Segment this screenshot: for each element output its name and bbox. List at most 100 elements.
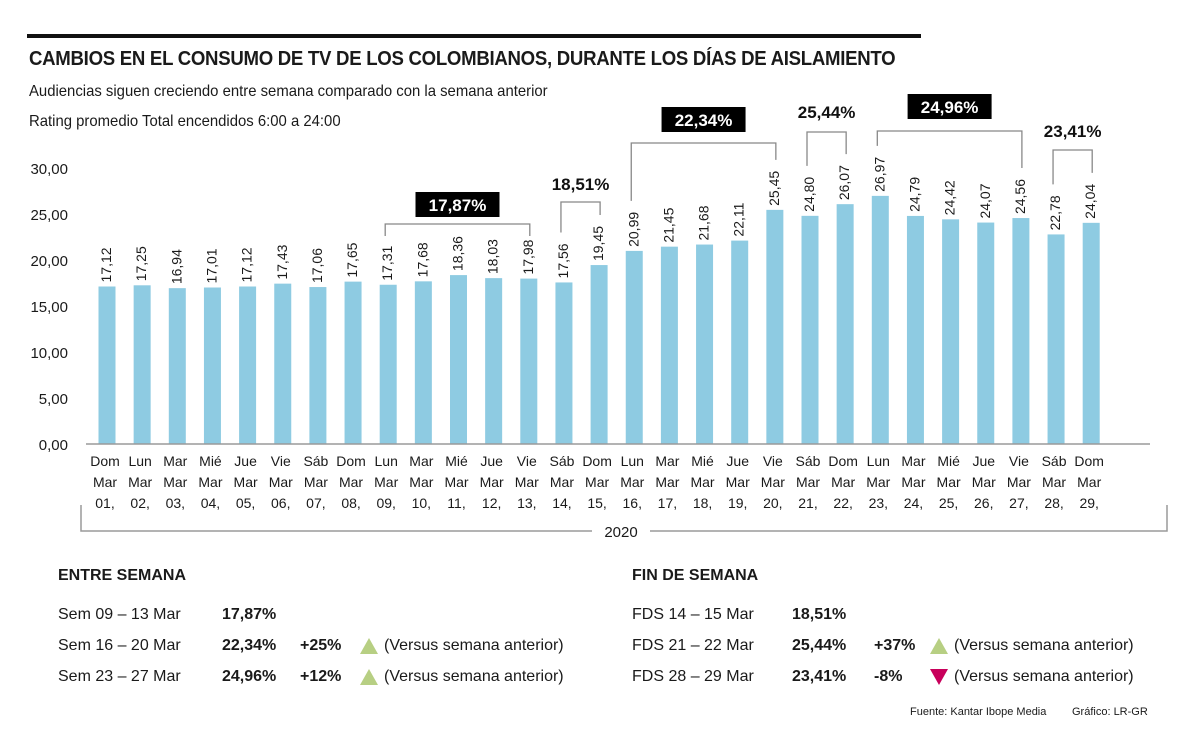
x-tick-label: Mar	[655, 474, 679, 490]
x-tick-label: 14,	[552, 495, 571, 511]
bar	[977, 222, 995, 444]
bar	[906, 215, 924, 444]
x-tick-label: 07,	[306, 495, 325, 511]
x-tick-label: 13,	[517, 495, 536, 511]
bar	[414, 281, 432, 444]
x-tick-label: 02,	[130, 495, 149, 511]
y-tick-label: 5,00	[39, 391, 68, 408]
x-tick-label: 01,	[95, 495, 114, 511]
x-tick-label: 29,	[1079, 495, 1098, 511]
x-tick-label: 25,	[939, 495, 958, 511]
x-tick-label: 24,	[904, 495, 923, 511]
bar-value-label: 16,94	[168, 249, 184, 284]
bar	[766, 209, 784, 444]
x-tick-label: Mar	[409, 453, 433, 469]
x-tick-label: Mar	[409, 474, 433, 490]
bar	[555, 282, 573, 444]
x-tick-label: 17,	[658, 495, 677, 511]
x-tick-label: Mar	[269, 474, 293, 490]
x-tick-label: 21,	[798, 495, 817, 511]
x-tick-label: Vie	[763, 453, 783, 469]
annotation-label: 25,44%	[798, 103, 856, 122]
x-tick-label: Mar	[163, 453, 187, 469]
comparison-note: (Versus semana anterior)	[954, 636, 1134, 654]
change-value: +12%	[300, 667, 342, 685]
x-tick-label: Vie	[1009, 453, 1029, 469]
trend-up-icon	[930, 637, 948, 654]
bar	[660, 246, 678, 444]
summary-row: FDS 21 – 22 Mar 25,44% +37% (Versus semana …	[632, 630, 1134, 661]
x-tick-label: Dom	[1074, 453, 1104, 469]
period-label: Sem 16 – 20 Mar	[58, 636, 181, 654]
weekends-heading: FIN DE SEMANA	[632, 567, 759, 584]
x-tick-label: Mar	[901, 453, 925, 469]
bar-value-label: 24,80	[801, 177, 817, 212]
x-tick-label: 22,	[833, 495, 852, 511]
period-label: FDS 14 – 15 Mar	[632, 605, 754, 623]
bar	[379, 284, 397, 444]
x-tick-label: 08,	[341, 495, 360, 511]
chart-title: CAMBIOS EN EL CONSUMO DE TV DE LOS COLOM…	[29, 48, 896, 70]
bar-value-label: 17,01	[203, 248, 219, 283]
rating-value: 22,34%	[222, 636, 277, 654]
x-tick-label: Dom	[582, 453, 612, 469]
bar	[731, 240, 749, 444]
period-label: Sem 23 – 27 Mar	[58, 667, 181, 685]
bar-value-label: 22,11	[731, 202, 747, 236]
x-tick-label: Mar	[620, 474, 644, 490]
credit-note: Gráfico: LR-GR	[1072, 706, 1148, 718]
rating-value: 17,87%	[222, 605, 277, 623]
y-tick-label: 20,00	[30, 253, 68, 270]
x-tick-label: Mar	[234, 474, 258, 490]
x-tick-label: 15,	[587, 495, 606, 511]
bar-value-label: 17,56	[555, 243, 571, 278]
trend-up-icon	[360, 668, 378, 685]
x-tick-label: Mar	[585, 474, 609, 490]
chart-subtitle: Audiencias siguen creciendo entre semana…	[29, 83, 548, 100]
bar	[625, 250, 643, 444]
x-tick-label: Lun	[621, 453, 644, 469]
x-tick-label: 27,	[1009, 495, 1028, 511]
x-tick-label: 26,	[974, 495, 993, 511]
x-tick-label: Lun	[375, 453, 398, 469]
x-tick-label: Sáb	[303, 453, 328, 469]
annotation-bracket	[630, 142, 777, 201]
bar-value-label: 24,79	[906, 177, 922, 212]
bar-value-label: 17,65	[344, 242, 360, 277]
bar-value-label: 17,12	[98, 247, 114, 282]
comparison-note: (Versus semana anterior)	[384, 636, 564, 654]
x-tick-label: Mar	[972, 474, 996, 490]
x-tick-label: Mar	[93, 474, 117, 490]
x-tick-label: Mar	[444, 474, 468, 490]
rating-value: 25,44%	[792, 636, 847, 654]
rating-value: 24,96%	[222, 667, 277, 685]
x-tick-label: Lun	[128, 453, 151, 469]
bar-value-label: 22,78	[1047, 195, 1063, 230]
annotation-bracket	[560, 201, 601, 233]
annotation-bracket	[384, 223, 531, 236]
bar-value-label: 18,36	[450, 236, 466, 271]
bar	[836, 204, 854, 444]
x-tick-label: Mar	[866, 474, 890, 490]
x-tick-label: 12,	[482, 495, 501, 511]
comparison-note: (Versus semana anterior)	[384, 667, 564, 685]
bar-value-label: 17,68	[414, 242, 430, 277]
summary-row: FDS 14 – 15 Mar 18,51%	[632, 599, 1134, 630]
year-bracket-left	[80, 505, 592, 532]
x-tick-label: Jue	[726, 453, 749, 469]
x-tick-label: Mar	[339, 474, 363, 490]
bar	[520, 278, 538, 444]
annotation-label: 23,41%	[1044, 122, 1102, 141]
bar-value-label: 17,43	[274, 244, 290, 279]
change-value: -8%	[874, 667, 903, 685]
summary-row: Sem 16 – 20 Mar 22,34% +25% (Versus semana …	[58, 630, 564, 661]
x-tick-label: Jue	[234, 453, 257, 469]
x-tick-label: 04,	[201, 495, 220, 511]
annotation-box	[661, 107, 746, 132]
x-tick-label: Sáb	[549, 453, 574, 469]
x-tick-label: Mar	[374, 474, 398, 490]
bar-value-label: 18,03	[485, 239, 501, 274]
x-tick-label: Mar	[1077, 474, 1101, 490]
trend-down-icon	[930, 668, 948, 685]
y-tick-label: 25,00	[30, 207, 68, 224]
